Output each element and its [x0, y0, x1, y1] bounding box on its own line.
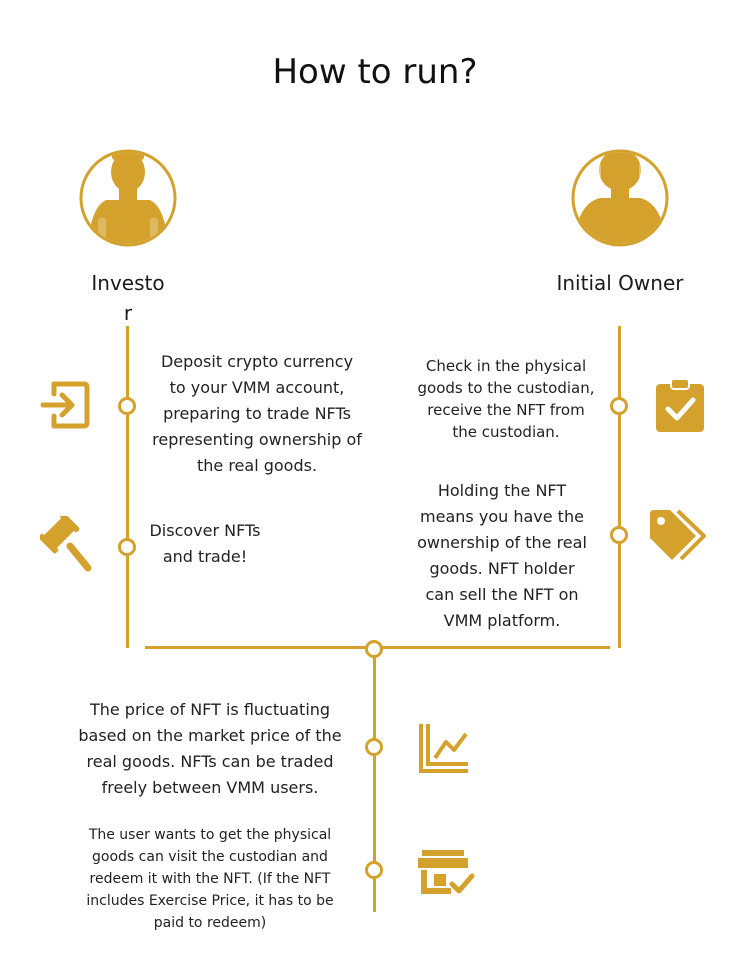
investor-timeline — [126, 326, 129, 648]
shared-step-1-node — [365, 738, 383, 756]
owner-label: Initial Owner — [556, 271, 684, 295]
shared-step-2-node — [365, 861, 383, 879]
line-chart-icon — [418, 722, 470, 774]
investor-avatar-icon — [78, 148, 178, 248]
merge-node — [365, 640, 383, 658]
owner-step-2-text: Holding the NFT means you have the owner… — [417, 481, 587, 630]
shared-step-2-text: The user wants to get the physical goods… — [86, 827, 334, 931]
investor-step-2-text: Discover NFTs and trade! — [149, 521, 261, 566]
owner-avatar-icon — [570, 148, 670, 248]
shared-timeline — [373, 658, 376, 912]
investor-step-1-text: Deposit crypto currency to your VMM acco… — [152, 352, 362, 475]
gavel-icon — [40, 516, 94, 572]
investor-step-1-node — [118, 397, 136, 415]
price-tag-icon — [648, 508, 710, 562]
store-check-icon — [418, 848, 476, 900]
owner-timeline — [618, 326, 621, 648]
page-title: How to run? — [272, 52, 478, 92]
shared-step-1-text: The price of NFT is fluctuating based on… — [78, 700, 342, 797]
owner-step-1-node — [610, 397, 628, 415]
investor-step-2-node — [118, 538, 136, 556]
clipboard-check-icon — [654, 378, 706, 434]
owner-step-1-text: Check in the physical goods to the custo… — [417, 357, 595, 441]
login-icon — [40, 380, 90, 430]
owner-step-2-node — [610, 526, 628, 544]
investor-label: Investo r — [91, 271, 165, 325]
